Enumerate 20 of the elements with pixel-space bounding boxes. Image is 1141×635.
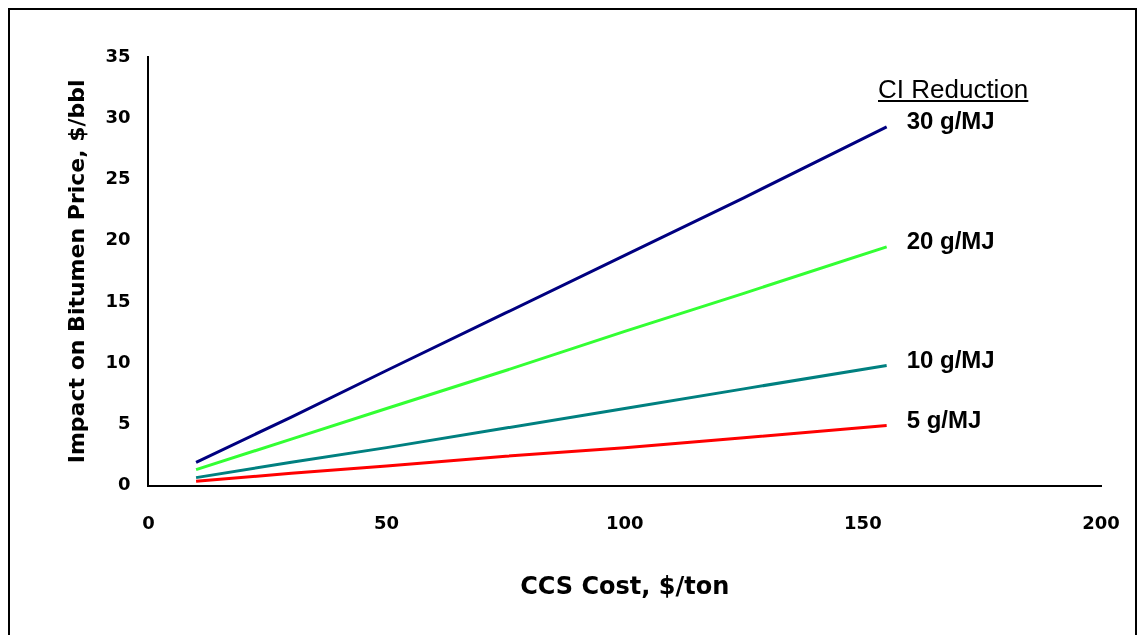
y-tick-label: 30 xyxy=(105,105,131,127)
y-tick-label: 10 xyxy=(105,350,131,372)
series-label: 10 g/MJ xyxy=(906,346,995,374)
x-tick-label: 50 xyxy=(374,512,400,534)
y-tick-label: 25 xyxy=(105,167,131,189)
series-label: 5 g/MJ xyxy=(906,406,982,434)
legend-title: CI Reduction xyxy=(878,74,1029,105)
x-tick-label: 100 xyxy=(605,512,644,534)
y-tick-label: 15 xyxy=(105,289,131,311)
x-tick-label: 200 xyxy=(1082,512,1120,534)
y-tick-label: 5 xyxy=(117,412,131,434)
y-axis-title: Impact on Bitumen Price, $/bbl xyxy=(63,79,89,464)
y-tick-label: 35 xyxy=(105,44,131,66)
x-axis-title: CCS Cost, $/ton xyxy=(520,571,730,600)
series-label: 30 g/MJ xyxy=(906,107,995,135)
x-tick-label: 0 xyxy=(142,512,155,534)
series-label: 20 g/MJ xyxy=(906,227,995,255)
y-tick-label: 20 xyxy=(105,228,131,250)
x-tick-label: 150 xyxy=(844,512,882,534)
y-tick-label: 0 xyxy=(117,473,131,495)
